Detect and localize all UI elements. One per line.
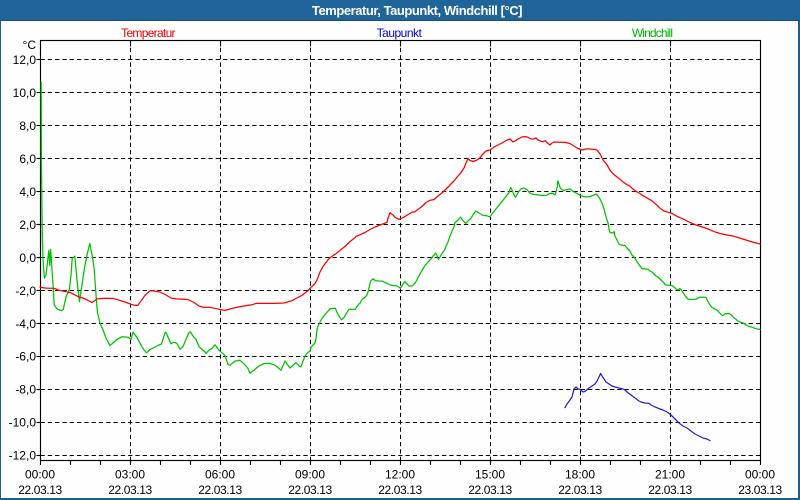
svg-text:2,0: 2,0 [19, 218, 36, 232]
svg-text:12:00: 12:00 [385, 468, 415, 482]
svg-text:22.03.13: 22.03.13 [468, 483, 512, 497]
svg-text:-2,0: -2,0 [15, 284, 36, 298]
svg-text:22.03.13: 22.03.13 [648, 483, 692, 497]
svg-text:6,0: 6,0 [19, 152, 36, 166]
svg-text:22.03.13: 22.03.13 [378, 483, 422, 497]
svg-text:8,0: 8,0 [19, 119, 36, 133]
svg-text:°C: °C [23, 38, 37, 52]
svg-text:18:00: 18:00 [565, 468, 595, 482]
svg-text:15:00: 15:00 [475, 468, 505, 482]
svg-text:4,0: 4,0 [19, 185, 36, 199]
svg-text:22.03.13: 22.03.13 [558, 483, 602, 497]
svg-text:22.03.13: 22.03.13 [108, 483, 152, 497]
svg-text:00:00: 00:00 [745, 468, 775, 482]
svg-text:22.03.13: 22.03.13 [288, 483, 332, 497]
svg-text:22.03.13: 22.03.13 [198, 483, 242, 497]
svg-text:03:00: 03:00 [115, 468, 145, 482]
svg-text:-10,0: -10,0 [9, 416, 37, 430]
svg-text:22.03.13: 22.03.13 [18, 483, 62, 497]
svg-text:09:00: 09:00 [295, 468, 325, 482]
svg-text:-12,0: -12,0 [9, 449, 37, 463]
svg-text:23.03.13: 23.03.13 [738, 483, 782, 497]
svg-text:06:00: 06:00 [205, 468, 235, 482]
svg-text:10,0: 10,0 [13, 86, 37, 100]
svg-text:21:00: 21:00 [655, 468, 685, 482]
svg-text:12,0: 12,0 [13, 53, 37, 67]
svg-text:-4,0: -4,0 [15, 317, 36, 331]
svg-text:-8,0: -8,0 [15, 383, 36, 397]
svg-text:00:00: 00:00 [25, 468, 55, 482]
svg-text:-6,0: -6,0 [15, 350, 36, 364]
svg-text:0,0: 0,0 [19, 251, 36, 265]
